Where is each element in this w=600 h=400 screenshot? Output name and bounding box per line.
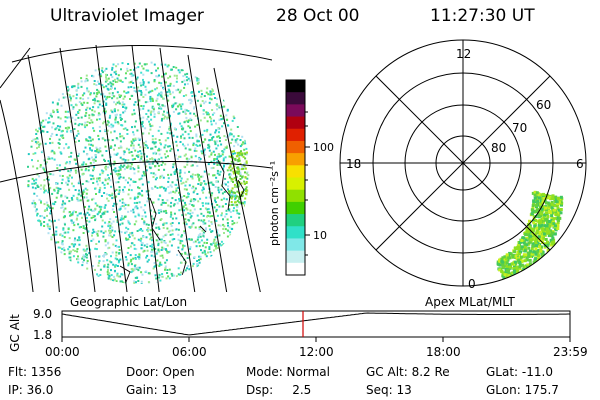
geographic-caption: Geographic Lat/Lon — [70, 295, 188, 309]
mlt-label-6: 6 — [576, 157, 584, 171]
mode-status: Mode: Normal — [246, 365, 330, 379]
geographic-image — [0, 44, 272, 292]
geo-latitude: GLat: -11.0 — [486, 365, 553, 379]
geo-longitude: GLon: 175.7 — [486, 383, 559, 397]
time-tick-2359: 23:59 — [553, 345, 588, 359]
mlt-label-12: 12 — [456, 47, 472, 61]
time-tick-0000: 00:00 — [45, 345, 80, 359]
instrument-title: Ultraviolet Imager — [50, 6, 204, 26]
color-scale-bar — [285, 79, 310, 276]
colorbar-tick-100: 100 — [313, 141, 334, 154]
mlat-label-60: 60 — [536, 98, 552, 112]
colorbar-tick-10: 10 — [313, 229, 327, 242]
observation-date: 28 Oct 00 — [276, 6, 360, 26]
gc-altitude: GC Alt: 8.2 Re — [366, 365, 450, 379]
altitude-ymax: 9.0 — [33, 307, 53, 321]
altitude-plot — [61, 310, 571, 342]
dsp-value: Dsp: 2.5 — [246, 383, 312, 397]
mlt-label-18: 18 — [346, 157, 362, 171]
altitude-ymin: 1.8 — [33, 328, 53, 342]
mlat-label-70: 70 — [512, 121, 528, 135]
observation-time: 11:27:30 UT — [430, 6, 535, 26]
ip-value: IP: 36.0 — [8, 383, 54, 397]
altitude-ylabel: GC Alt — [7, 314, 22, 352]
colorbar-unit-label: photon cm⁻²s⁻¹ — [268, 160, 281, 246]
flight-number: Flt: 1356 — [8, 365, 62, 379]
time-tick-1800: 18:00 — [426, 345, 461, 359]
gain-value: Gain: 13 — [126, 383, 177, 397]
sequence-number: Seq: 13 — [366, 383, 412, 397]
mlt-label-0: 0 — [468, 277, 476, 291]
polar-mlt-plot — [339, 39, 587, 287]
mlat-label-80: 80 — [491, 141, 507, 155]
time-tick-0600: 06:00 — [172, 345, 207, 359]
door-status: Door: Open — [126, 365, 195, 379]
time-tick-1200: 12:00 — [299, 345, 334, 359]
apex-caption: Apex MLat/MLT — [425, 295, 515, 309]
